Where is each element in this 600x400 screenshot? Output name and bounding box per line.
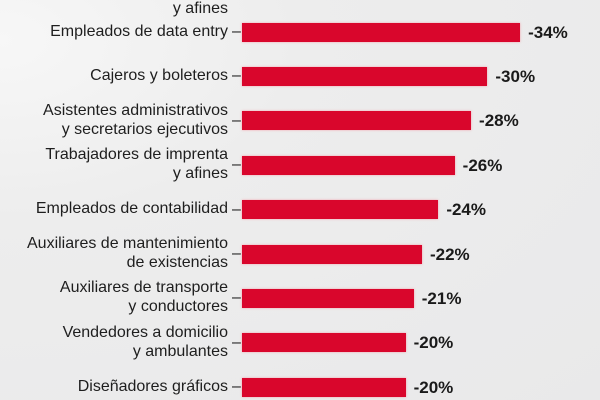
value-label: -26% [462, 155, 503, 175]
bar [242, 377, 406, 397]
bar [242, 155, 455, 175]
value-label: -30% [495, 66, 536, 86]
category-label-line: Trabajadores de imprenta [45, 146, 228, 164]
category-label: Empleados de data entry [50, 22, 228, 41]
bar [242, 22, 521, 42]
category-label-line: Vendedores a domicilio [62, 323, 228, 341]
axis-tick: – [232, 111, 241, 129]
category-label-line: Diseñadores gráficos [77, 377, 228, 395]
category-label: Trabajadores de imprenta y afines [45, 145, 228, 183]
category-label: Empleados de contabilidad [36, 199, 228, 218]
bar [242, 333, 406, 353]
axis-tick: – [232, 333, 241, 351]
axis-tick: – [232, 156, 241, 174]
category-label: Auxiliares de transporte y conductores [60, 278, 228, 316]
category-label: Auxiliares de mantenimiento de existencia… [27, 234, 228, 272]
category-label-line: Empleados de contabilidad [35, 200, 228, 218]
value-label: -28% [479, 111, 519, 131]
bar [242, 66, 488, 86]
axis-tick: – [232, 378, 241, 396]
category-label-line: Cajeros y boleteros [90, 66, 228, 84]
partial-category-label: y afines [172, 0, 228, 17]
value-label: -20% [413, 377, 454, 397]
category-label: Vendedores a domicilio y ambulantes [63, 323, 228, 361]
category-label-line: de existencias [126, 254, 228, 271]
value-label: -24% [446, 200, 486, 220]
category-label-line: y ambulantes [132, 342, 228, 360]
category-label-line: y afines [172, 165, 228, 183]
category-label-line: y conductores [128, 298, 228, 316]
value-label: -21% [421, 288, 462, 308]
axis-tick: – [232, 289, 241, 307]
value-label: -34% [528, 22, 568, 42]
axis-tick: – [232, 245, 241, 262]
category-label: Asistentes administrativos y secretarios … [43, 101, 228, 139]
axis-tick: – [232, 200, 241, 218]
category-label-line: Empleados de data entry [50, 22, 228, 40]
category-label: Diseñadores gráficos [78, 377, 228, 396]
category-label-line: y secretarios ejecutivos [61, 120, 228, 138]
bar [242, 200, 439, 220]
category-label-line: Asistentes administrativos [43, 101, 228, 119]
bar [242, 288, 414, 308]
category-label-line: Auxiliares de mantenimiento [27, 235, 228, 252]
axis-tick: – [232, 23, 241, 40]
category-label: Cajeros y boleteros [90, 66, 228, 85]
bar [242, 111, 472, 131]
bar [242, 244, 422, 264]
value-label: -20% [413, 333, 454, 353]
category-label-line: Auxiliares de transporte [59, 279, 228, 297]
value-label: -22% [429, 244, 470, 264]
axis-tick: – [232, 67, 241, 85]
